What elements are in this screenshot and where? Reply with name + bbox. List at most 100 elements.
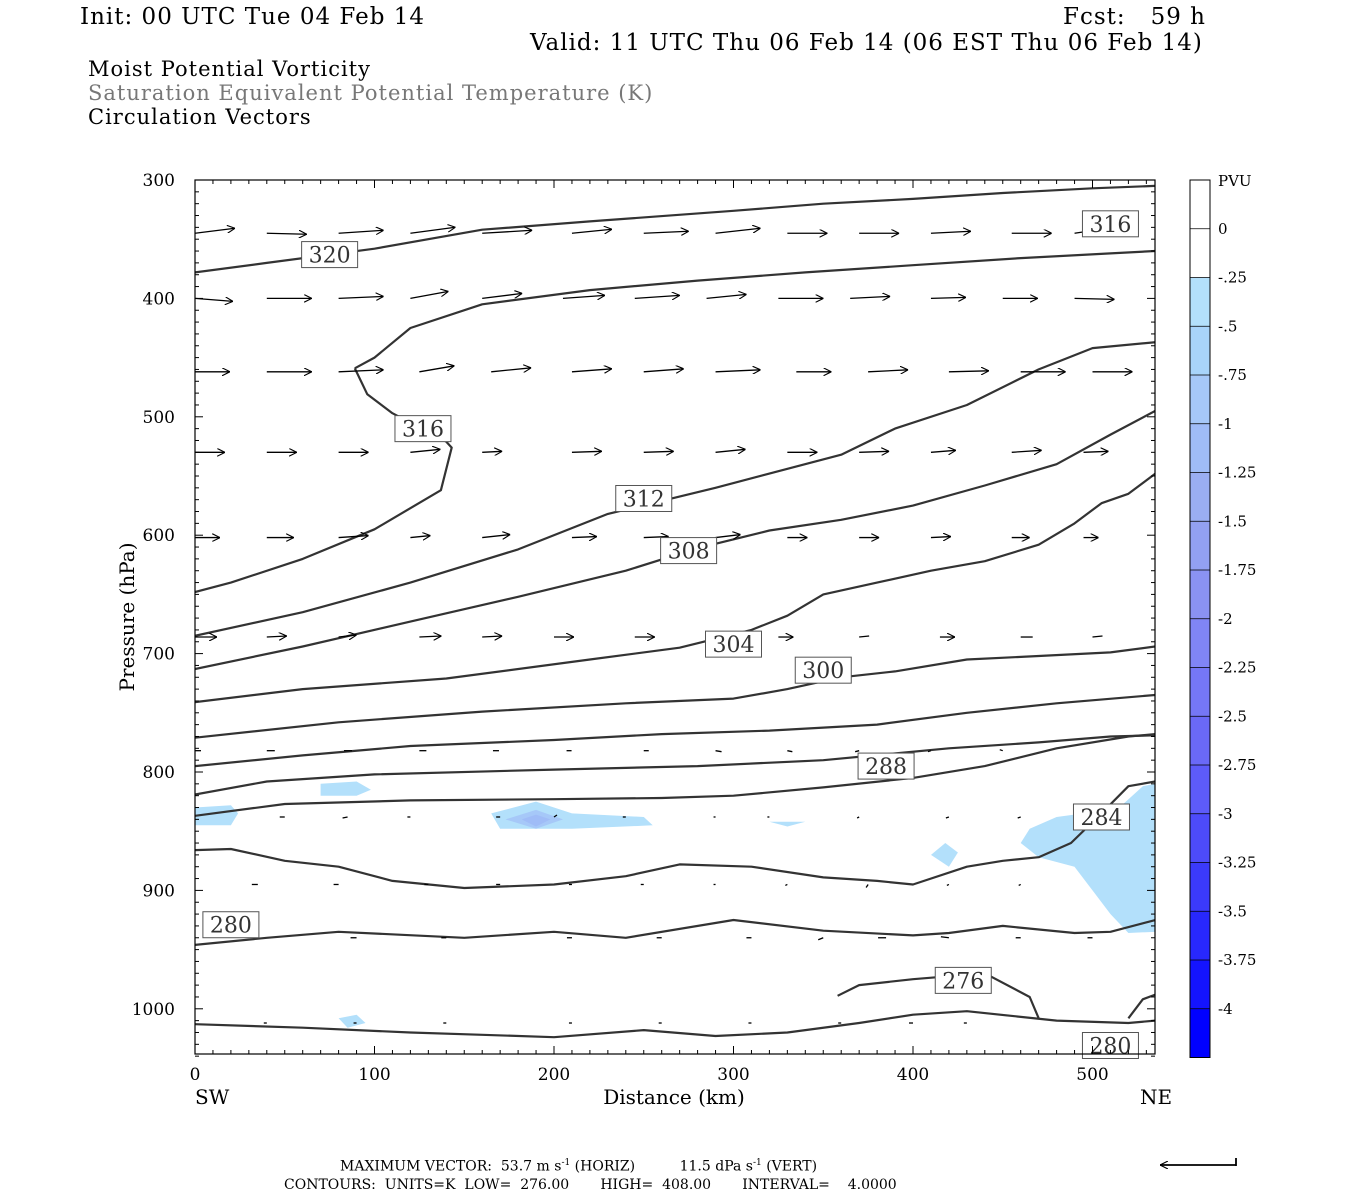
colorbar-tick-label: -3.25 xyxy=(1218,854,1256,872)
contour-label-308-4: 308 xyxy=(660,537,718,565)
field-title-vectors: Circulation Vectors xyxy=(88,105,312,129)
svg-text:316: 316 xyxy=(1089,213,1131,238)
circulation-vector xyxy=(643,537,669,538)
theta-contour-296-7 xyxy=(195,693,1155,768)
circulation-vector xyxy=(482,535,510,538)
circulation-vector xyxy=(643,369,684,372)
x-tick-label-500: 500 xyxy=(1076,1065,1108,1085)
contour-label-280-11: 280 xyxy=(202,911,260,939)
max-vector-vert-value: 11.5 dPa s xyxy=(679,1158,753,1175)
svg-text:280: 280 xyxy=(1089,1035,1131,1060)
circulation-vector xyxy=(1083,451,1109,452)
theta-contour-280-14 xyxy=(1127,993,1155,1019)
circulation-vector xyxy=(715,750,722,753)
circulation-vector xyxy=(948,371,989,372)
max-vector-label: MAXIMUM VECTOR: xyxy=(340,1158,492,1175)
circulation-vector xyxy=(945,816,950,819)
circulation-vector xyxy=(410,227,455,234)
circulation-vector xyxy=(927,750,932,753)
circulation-vector xyxy=(338,635,357,637)
svg-text:280: 280 xyxy=(210,914,252,939)
x-axis-title: Distance (km) xyxy=(603,1085,745,1109)
circulation-vector xyxy=(715,535,741,538)
colorbar-swatch xyxy=(1190,911,1210,960)
circulation-vector xyxy=(785,883,788,887)
circulation-vector xyxy=(856,816,860,819)
y-tick-label-300: 300 xyxy=(143,171,175,191)
circulation-vector xyxy=(930,537,951,538)
circulation-vector xyxy=(1074,298,1115,299)
circulation-vector xyxy=(482,230,532,233)
pv-region-6 xyxy=(931,843,958,867)
svg-text:312: 312 xyxy=(623,487,665,512)
circulation-vector xyxy=(338,296,384,298)
field-title-mpv: Moist Potential Vorticity xyxy=(88,57,371,81)
circulation-vector xyxy=(266,636,287,637)
circulation-vector xyxy=(787,750,793,753)
svg-text:284: 284 xyxy=(1080,806,1122,831)
pv-colorbar: PVU 0 -.25 -.5 -.75 -1 -1.25 -1.5 -1.75 -2 -2.25 -2… xyxy=(1189,172,1256,1058)
contour-label-304-5: 304 xyxy=(705,630,762,658)
svg-text:304: 304 xyxy=(713,633,755,658)
circulation-vector xyxy=(930,297,966,298)
theta-contour-300-6 xyxy=(195,645,1155,739)
circulation-vector xyxy=(850,296,890,298)
circulation-vector xyxy=(482,293,522,300)
contour-label-layer: 320 316 316 312 308 304 300 288 284 280 276 280 xyxy=(202,210,1139,1060)
colorbar-swatch xyxy=(1190,960,1210,1009)
theta-contour-304-5 xyxy=(195,472,1155,704)
x-tick-label-400: 400 xyxy=(897,1065,929,1085)
svg-text:316: 316 xyxy=(402,418,444,443)
y-axis-title: Pressure (hPa) xyxy=(115,543,139,692)
contour-label-300-6: 300 xyxy=(794,656,852,684)
circulation-vector xyxy=(571,229,612,233)
vert-tag: (VERT) xyxy=(766,1158,818,1175)
x-tick-label-300: 300 xyxy=(717,1065,749,1085)
theta-contour-280-13 xyxy=(195,1010,1155,1039)
x-end-right-label: NE xyxy=(1140,1085,1172,1109)
circulation-vector xyxy=(419,366,454,373)
theta-contour-284-10 xyxy=(195,780,1155,890)
colorbar-tick-label: -.75 xyxy=(1218,366,1247,384)
circulation-vector xyxy=(818,937,824,941)
circulation-vector xyxy=(715,449,746,452)
colorbar-tick-label: -1.5 xyxy=(1218,512,1247,530)
max-vector-horiz-value: 53.7 m s xyxy=(500,1158,562,1175)
circulation-vector xyxy=(715,228,761,234)
colorbar-swatch xyxy=(1190,423,1210,473)
circulation-vector xyxy=(1018,883,1021,887)
contour-label-284-10: 284 xyxy=(1072,803,1130,831)
x-end-left-label: SW xyxy=(195,1085,230,1109)
colorbar-swatch xyxy=(1190,813,1210,863)
circulation-vector xyxy=(571,451,602,452)
plot-frame xyxy=(194,179,1156,1055)
colorbar-swatch xyxy=(1190,472,1210,522)
svg-text:308: 308 xyxy=(668,540,710,565)
colorbar-swatch xyxy=(1190,228,1210,278)
pv-shading-layer xyxy=(195,781,1155,1028)
horiz-tag: (HORIZ) xyxy=(574,1158,636,1175)
circulation-vector xyxy=(419,636,441,637)
circulation-vector xyxy=(571,537,597,538)
circulation-vector xyxy=(1017,816,1021,819)
theta-contour-layer xyxy=(195,184,1155,1039)
contour-label-312-3: 312 xyxy=(615,484,673,512)
init-time: Init: 00 UTC Tue 04 Feb 14 xyxy=(80,4,426,30)
contour-label-288-9: 288 xyxy=(857,752,915,780)
colorbar-tick-label: -2 xyxy=(1218,610,1233,628)
circulation-vector xyxy=(482,451,502,452)
colorbar-tick-label: -.5 xyxy=(1218,317,1237,335)
theta-contour-292-8 xyxy=(195,734,1155,796)
colorbar-swatch xyxy=(1190,716,1210,765)
circulation-vector xyxy=(706,294,747,298)
contour-label-280-13: 280 xyxy=(1081,1032,1139,1060)
circulation-vector xyxy=(1092,635,1103,638)
colorbar-swatch xyxy=(1190,862,1210,912)
colorbar-swatch xyxy=(1190,326,1210,375)
circulation-vector xyxy=(410,449,440,452)
contour-info-line: CONTOURS: UNITS=K LOW= 276.00 HIGH= 408.… xyxy=(284,1177,897,1193)
circulation-vector xyxy=(865,884,869,888)
circulation-vector xyxy=(946,883,950,887)
colorbar-swatch xyxy=(1190,570,1210,619)
